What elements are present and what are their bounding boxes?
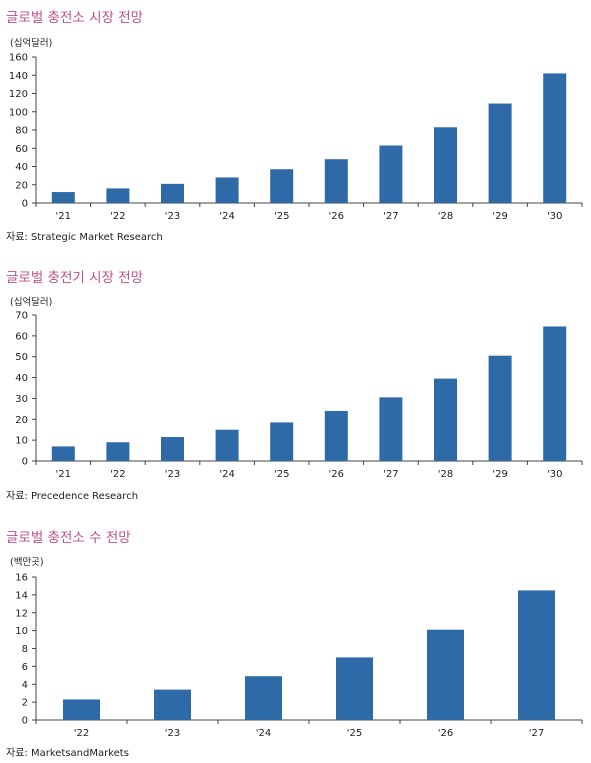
bar (518, 590, 555, 720)
bar (488, 355, 512, 461)
x-tick-label: '30 (547, 211, 562, 222)
bar (488, 103, 512, 203)
x-tick-label: '21 (56, 211, 71, 222)
source-note: 자료: MarketsandMarkets (6, 748, 129, 759)
x-tick-label: '21 (56, 469, 71, 480)
x-tick-label: '23 (165, 211, 180, 222)
y-tick-label: 2 (22, 698, 28, 709)
source-note: 자료: Strategic Market Research (6, 232, 163, 243)
x-tick-label: '22 (74, 728, 89, 739)
y-tick-label: 160 (9, 53, 28, 64)
chart-title: 글로벌 충전소 수 전망 (6, 530, 131, 546)
y-tick-label: 140 (9, 71, 28, 82)
y-axis-unit: (백만곳) (10, 557, 44, 568)
x-tick-label: '27 (383, 211, 398, 222)
source-note: 자료: Precedence Research (6, 491, 139, 502)
y-tick-label: 10 (15, 626, 28, 637)
y-tick-label: 10 (15, 436, 28, 447)
x-tick-label: '23 (165, 728, 180, 739)
y-tick-label: 80 (15, 126, 28, 137)
y-tick-label: 6 (22, 662, 28, 673)
bar (106, 188, 130, 203)
y-tick-label: 120 (9, 89, 28, 100)
bar (161, 183, 184, 203)
x-tick-label: '26 (438, 728, 453, 739)
y-tick-label: 0 (22, 716, 28, 727)
x-tick-label: '28 (438, 469, 453, 480)
bar-chart-2: 0 10 20 30 40 50 60 70 '21 '22 '23 '24 '25 '26 '27 '28 '… (15, 311, 583, 480)
bar-chart-1: 0 20 40 60 80 100 120 140 160 '21 '22 '23 '24 '25 '26 '… (9, 53, 583, 222)
bar (245, 676, 282, 720)
x-tick-label: '29 (492, 469, 507, 480)
bar (324, 410, 348, 461)
bar (434, 378, 457, 461)
y-tick-label: 50 (15, 352, 28, 363)
y-tick-label: 14 (15, 590, 28, 601)
y-axis-unit: (십억달러) (10, 297, 53, 308)
bar (161, 437, 184, 461)
y-tick-label: 20 (15, 180, 28, 191)
x-tick-label: '22 (110, 211, 125, 222)
y-tick-label: 0 (22, 199, 28, 210)
x-tick-label: '23 (165, 469, 180, 480)
bar (427, 629, 464, 720)
chart-title: 글로벌 충전기 시장 전망 (6, 270, 144, 286)
bar (324, 159, 348, 203)
bar (63, 699, 100, 720)
y-tick-label: 40 (15, 373, 28, 384)
x-tick-label: '29 (492, 211, 507, 222)
bar (51, 446, 75, 461)
x-tick-label: '22 (110, 469, 125, 480)
bar (215, 177, 239, 203)
y-tick-label: 30 (15, 394, 28, 405)
x-tick-label: '24 (219, 211, 234, 222)
bar (215, 429, 239, 461)
y-tick-label: 16 (15, 573, 28, 584)
y-tick-label: 100 (9, 107, 28, 118)
y-tick-label: 8 (22, 644, 28, 655)
x-tick-label: '26 (329, 469, 344, 480)
y-axis-unit: (십억달러) (10, 38, 53, 49)
bar (543, 326, 567, 461)
y-tick-label: 20 (15, 415, 28, 426)
bar (543, 73, 567, 203)
x-tick-label: '25 (274, 211, 289, 222)
bar (379, 145, 403, 203)
x-tick-label: '25 (274, 469, 289, 480)
bar (270, 422, 294, 461)
x-tick-label: '24 (256, 728, 271, 739)
bar (51, 192, 75, 203)
x-tick-label: '30 (547, 469, 562, 480)
y-tick-label: 0 (22, 457, 28, 468)
y-tick-label: 70 (15, 311, 28, 322)
bar (434, 127, 457, 203)
x-tick-label: '28 (438, 211, 453, 222)
x-tick-label: '27 (383, 469, 398, 480)
bar (336, 657, 373, 720)
x-tick-label: '24 (219, 469, 234, 480)
y-tick-label: 4 (22, 680, 28, 691)
y-tick-label: 60 (15, 331, 28, 342)
x-tick-label: '26 (329, 211, 344, 222)
bar (106, 442, 130, 461)
y-tick-label: 12 (15, 608, 28, 619)
y-tick-label: 60 (15, 144, 28, 155)
y-tick-label: 40 (15, 162, 28, 173)
bar (270, 169, 294, 203)
chart-title: 글로벌 충전소 시장 전망 (6, 10, 144, 26)
bar (154, 689, 191, 720)
x-tick-label: '27 (529, 728, 544, 739)
x-tick-label: '25 (347, 728, 362, 739)
bar (379, 397, 403, 461)
